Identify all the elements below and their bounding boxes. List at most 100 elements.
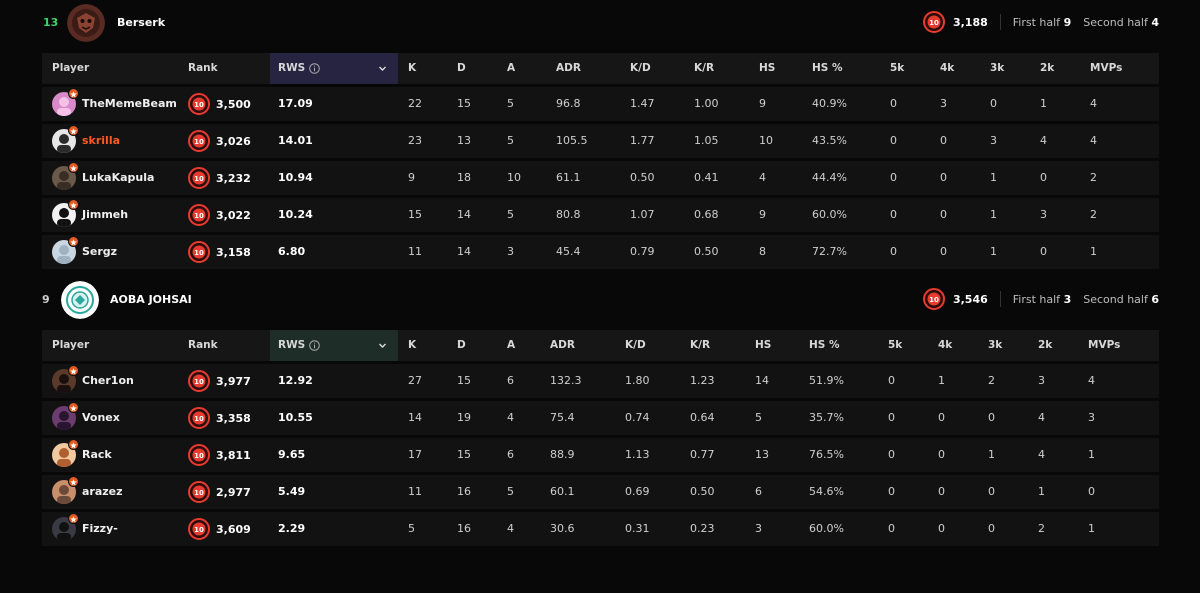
skill-level-icon: 10 bbox=[188, 407, 210, 429]
stat-k: 11 bbox=[408, 485, 422, 498]
stat-k3: 3 bbox=[990, 134, 997, 147]
table-row[interactable]: Jimmeh 10 3,022 10.24 15 14 5 80.8 1.07 0.68 9 60.0… bbox=[42, 198, 1159, 232]
col-adr[interactable]: ADR bbox=[550, 339, 575, 351]
team-logo[interactable] bbox=[61, 281, 99, 319]
col-3k[interactable]: 3k bbox=[988, 339, 1003, 351]
skill-level-icon: 10 bbox=[188, 130, 210, 152]
stat-a: 5 bbox=[507, 97, 514, 110]
player-name[interactable]: TheMemeBeam bbox=[82, 97, 177, 110]
player-name[interactable]: arazez bbox=[82, 485, 123, 498]
table-row[interactable]: TheMemeBeam 10 3,500 17.09 22 15 5 96.8 1.47 1.00… bbox=[42, 87, 1159, 121]
table-row[interactable]: LukaKapula 10 3,232 10.94 9 18 10 61.1 0.50 0.41 4… bbox=[42, 161, 1159, 195]
col-5k[interactable]: 5k bbox=[890, 62, 905, 74]
player-name[interactable]: Rack bbox=[82, 448, 112, 461]
stat-k5: 0 bbox=[890, 245, 897, 258]
col-hs[interactable]: HS bbox=[759, 62, 776, 74]
stat-hs: 9 bbox=[759, 208, 766, 221]
player-name[interactable]: Cher1on bbox=[82, 374, 134, 387]
table-row[interactable]: Rack 10 3,811 9.65 17 15 6 88.9 1.13 0.77 13 76.5% 0… bbox=[42, 438, 1159, 472]
table-body: TheMemeBeam 10 3,500 17.09 22 15 5 96.8 1.47 1.00… bbox=[42, 87, 1159, 269]
stat-kr: 0.23 bbox=[690, 522, 715, 535]
col-hs[interactable]: HS bbox=[755, 339, 772, 351]
player-rank: 10 3,026 bbox=[188, 130, 251, 152]
col-rws[interactable]: RWS bbox=[270, 53, 398, 84]
stat-adr: 45.4 bbox=[556, 245, 581, 258]
col-4k[interactable]: 4k bbox=[940, 62, 955, 74]
player-name[interactable]: LukaKapula bbox=[82, 171, 155, 184]
stat-hs: 10 bbox=[759, 134, 773, 147]
team-name[interactable]: AOBA JOHSAI bbox=[110, 293, 192, 306]
col-d[interactable]: D bbox=[457, 62, 466, 74]
table-row[interactable]: Fizzy- 10 3,609 2.29 5 16 4 30.6 0.31 0.23 3 60.0% 0… bbox=[42, 512, 1159, 546]
col-kr[interactable]: K/R bbox=[694, 62, 715, 74]
col-a[interactable]: A bbox=[507, 62, 516, 74]
col-mvps[interactable]: MVPs bbox=[1090, 62, 1123, 74]
team-logo[interactable] bbox=[67, 4, 105, 42]
team-summary: 10 3,546 First half 3 Second half 6 bbox=[922, 288, 1159, 310]
rws-value: 5.49 bbox=[278, 485, 306, 498]
stat-d: 14 bbox=[457, 208, 471, 221]
col-2k[interactable]: 2k bbox=[1038, 339, 1053, 351]
team-header: 9 AOBA JOHSAI 10 3,546 First half 3 Seco… bbox=[0, 277, 1200, 323]
avatar[interactable] bbox=[52, 406, 76, 430]
table-row[interactable]: skrilla 10 3,026 14.01 23 13 5 105.5 1.77 1.05 10 4… bbox=[42, 124, 1159, 158]
premium-badge-icon bbox=[68, 88, 79, 99]
stat-d: 15 bbox=[457, 97, 471, 110]
table-row[interactable]: arazez 10 2,977 5.49 11 16 5 60.1 0.69 0.50 6 54.6%… bbox=[42, 475, 1159, 509]
col-rank[interactable]: Rank bbox=[188, 339, 218, 351]
avatar[interactable] bbox=[52, 92, 76, 116]
col-player[interactable]: Player bbox=[52, 339, 90, 351]
player-name[interactable]: Fizzy- bbox=[82, 522, 118, 535]
first-half-score: First half 3 bbox=[1012, 292, 1072, 306]
col-3k[interactable]: 3k bbox=[990, 62, 1005, 74]
col-kd[interactable]: K/D bbox=[630, 62, 651, 74]
table-row[interactable]: Cher1on 10 3,977 12.92 27 15 6 132.3 1.80 1.23 14 5… bbox=[42, 364, 1159, 398]
col-rws[interactable]: RWS bbox=[270, 330, 398, 361]
chevron-down-icon[interactable] bbox=[378, 64, 387, 73]
stat-k4: 0 bbox=[940, 245, 947, 258]
col-kr[interactable]: K/R bbox=[690, 339, 711, 351]
col-2k[interactable]: 2k bbox=[1040, 62, 1055, 74]
stat-a: 5 bbox=[507, 208, 514, 221]
info-icon[interactable] bbox=[309, 63, 320, 74]
col-a[interactable]: A bbox=[507, 339, 516, 351]
team-name[interactable]: Berserk bbox=[117, 16, 166, 29]
stat-a: 6 bbox=[507, 374, 514, 387]
col-k[interactable]: K bbox=[408, 339, 417, 351]
player-name[interactable]: Vonex bbox=[82, 411, 120, 424]
rws-value: 2.29 bbox=[278, 522, 306, 535]
rws-value: 10.94 bbox=[278, 171, 313, 184]
col-5k[interactable]: 5k bbox=[888, 339, 903, 351]
player-rank: 10 2,977 bbox=[188, 481, 251, 503]
col-k[interactable]: K bbox=[408, 62, 417, 74]
col-kd[interactable]: K/D bbox=[625, 339, 646, 351]
stat-mvps: 2 bbox=[1090, 171, 1097, 184]
svg-text:10: 10 bbox=[929, 296, 939, 304]
player-name[interactable]: Jimmeh bbox=[82, 208, 129, 221]
player-rank: 10 3,158 bbox=[188, 241, 251, 263]
stat-hs: 13 bbox=[755, 448, 769, 461]
chevron-down-icon[interactable] bbox=[378, 341, 387, 350]
stat-hs: 3 bbox=[755, 522, 762, 535]
col-hs-percent[interactable]: HS % bbox=[812, 62, 843, 74]
stat-k4: 0 bbox=[940, 208, 947, 221]
player-name[interactable]: skrilla bbox=[82, 134, 121, 147]
stat-d: 18 bbox=[457, 171, 471, 184]
col-d[interactable]: D bbox=[457, 339, 466, 351]
avatar[interactable] bbox=[52, 129, 76, 153]
col-mvps[interactable]: MVPs bbox=[1088, 339, 1121, 351]
table-row[interactable]: Sergz 10 3,158 6.80 11 14 3 45.4 0.79 0.50 8 72.7% 0… bbox=[42, 235, 1159, 269]
info-icon[interactable] bbox=[309, 340, 320, 351]
stat-hsp: 72.7% bbox=[812, 245, 847, 258]
col-4k[interactable]: 4k bbox=[938, 339, 953, 351]
stat-hs: 4 bbox=[759, 171, 766, 184]
col-player[interactable]: Player bbox=[52, 62, 90, 74]
player-name[interactable]: Sergz bbox=[82, 245, 118, 258]
table-row[interactable]: Vonex 10 3,358 10.55 14 19 4 75.4 0.74 0.64 5 35.7%… bbox=[42, 401, 1159, 435]
stat-mvps: 1 bbox=[1088, 522, 1095, 535]
skill-level-icon: 10 bbox=[188, 93, 210, 115]
col-rank[interactable]: Rank bbox=[188, 62, 218, 74]
col-hs-percent[interactable]: HS % bbox=[809, 339, 840, 351]
avatar[interactable] bbox=[52, 480, 76, 504]
col-adr[interactable]: ADR bbox=[556, 62, 581, 74]
